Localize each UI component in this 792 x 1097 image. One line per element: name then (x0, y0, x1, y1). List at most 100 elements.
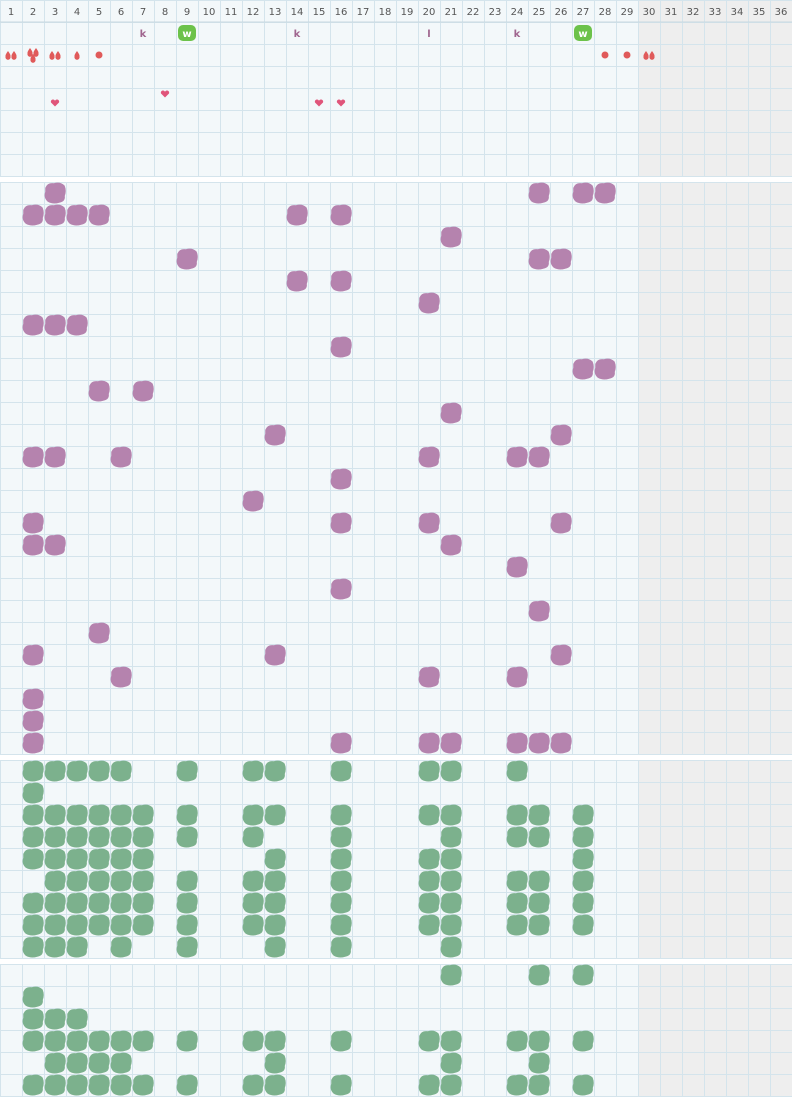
green-blob (88, 914, 110, 936)
green-blob (176, 804, 198, 826)
green-blob (506, 804, 528, 826)
green-blob (418, 804, 440, 826)
green-blob (66, 1052, 88, 1074)
green-blob (572, 892, 594, 914)
purple-blob (44, 182, 66, 204)
green-blob (242, 826, 264, 848)
green-blob (110, 1052, 132, 1074)
green-blob (132, 892, 154, 914)
green-blob (506, 1074, 528, 1096)
green-blob (440, 826, 462, 848)
green-blob (572, 1030, 594, 1052)
green-blob (22, 782, 44, 804)
column-number: 10 (203, 7, 216, 18)
column-number: 6 (118, 7, 124, 18)
drop-icon (649, 51, 655, 60)
green-blob (132, 1030, 154, 1052)
green-blob (572, 804, 594, 826)
green-blob (22, 986, 44, 1008)
green-blob (242, 870, 264, 892)
green-blob (176, 760, 198, 782)
green-blob (22, 1074, 44, 1096)
dot-icon (95, 51, 103, 59)
green-blob (506, 826, 528, 848)
purple-blob (506, 666, 528, 688)
green-blob (440, 936, 462, 958)
green-blob (88, 848, 110, 870)
purple-blob (330, 732, 352, 754)
green-blob (330, 892, 352, 914)
green-blob (572, 914, 594, 936)
green-blob (440, 1052, 462, 1074)
drop-icon (11, 51, 17, 60)
green-blob (440, 1030, 462, 1052)
purple-blob (506, 556, 528, 578)
green-blob (44, 1074, 66, 1096)
green-blob (440, 804, 462, 826)
purple-blob (88, 622, 110, 644)
purple-blob (440, 732, 462, 754)
purple-blob (176, 248, 198, 270)
green-blob (528, 1074, 550, 1096)
green-blob (242, 1030, 264, 1052)
green-blob (418, 760, 440, 782)
marker: k (140, 29, 147, 40)
green-blob (418, 848, 440, 870)
purple-blob (22, 710, 44, 732)
green-blob (264, 848, 286, 870)
green-blob (44, 1052, 66, 1074)
green-blob (330, 1030, 352, 1052)
green-blob (176, 914, 198, 936)
green-blob (110, 804, 132, 826)
green-blob (88, 1030, 110, 1052)
green-blob (330, 870, 352, 892)
green-blob (572, 964, 594, 986)
green-blob (132, 870, 154, 892)
green-blob (66, 848, 88, 870)
dot-icon (623, 51, 631, 59)
green-blob (66, 892, 88, 914)
column-number: 31 (665, 7, 678, 18)
purple-blob (330, 512, 352, 534)
column-number: 3 (52, 7, 58, 18)
drop-icon (33, 48, 39, 57)
green-blob (132, 914, 154, 936)
green-blob (418, 870, 440, 892)
dot-icon (601, 51, 609, 59)
green-blob (440, 870, 462, 892)
column-number: 7 (140, 7, 146, 18)
green-blob (22, 936, 44, 958)
purple-blob (440, 534, 462, 556)
green-blob (572, 826, 594, 848)
green-blob (264, 804, 286, 826)
marker: w (578, 29, 587, 40)
green-blob (506, 1030, 528, 1052)
column-number: 32 (687, 7, 700, 18)
column-number: 8 (162, 7, 168, 18)
green-blob (44, 804, 66, 826)
purple-blob (528, 248, 550, 270)
green-blob (264, 760, 286, 782)
green-blob (528, 914, 550, 936)
green-blob (176, 936, 198, 958)
purple-blob (550, 248, 572, 270)
column-number: 22 (467, 7, 480, 18)
green-blob (88, 870, 110, 892)
heart-icon (160, 90, 170, 98)
purple-blob (22, 644, 44, 666)
heart-icon (336, 99, 346, 107)
drop-icon (74, 51, 80, 60)
green-blob (440, 964, 462, 986)
green-blob (506, 914, 528, 936)
green-blob (88, 826, 110, 848)
column-number: 28 (599, 7, 612, 18)
green-blob (330, 848, 352, 870)
green-blob (264, 870, 286, 892)
green-blob (22, 892, 44, 914)
green-blob (22, 760, 44, 782)
green-blob (44, 848, 66, 870)
green-blob (22, 914, 44, 936)
green-blob (176, 870, 198, 892)
purple-blob (66, 204, 88, 226)
purple-blob (528, 732, 550, 754)
